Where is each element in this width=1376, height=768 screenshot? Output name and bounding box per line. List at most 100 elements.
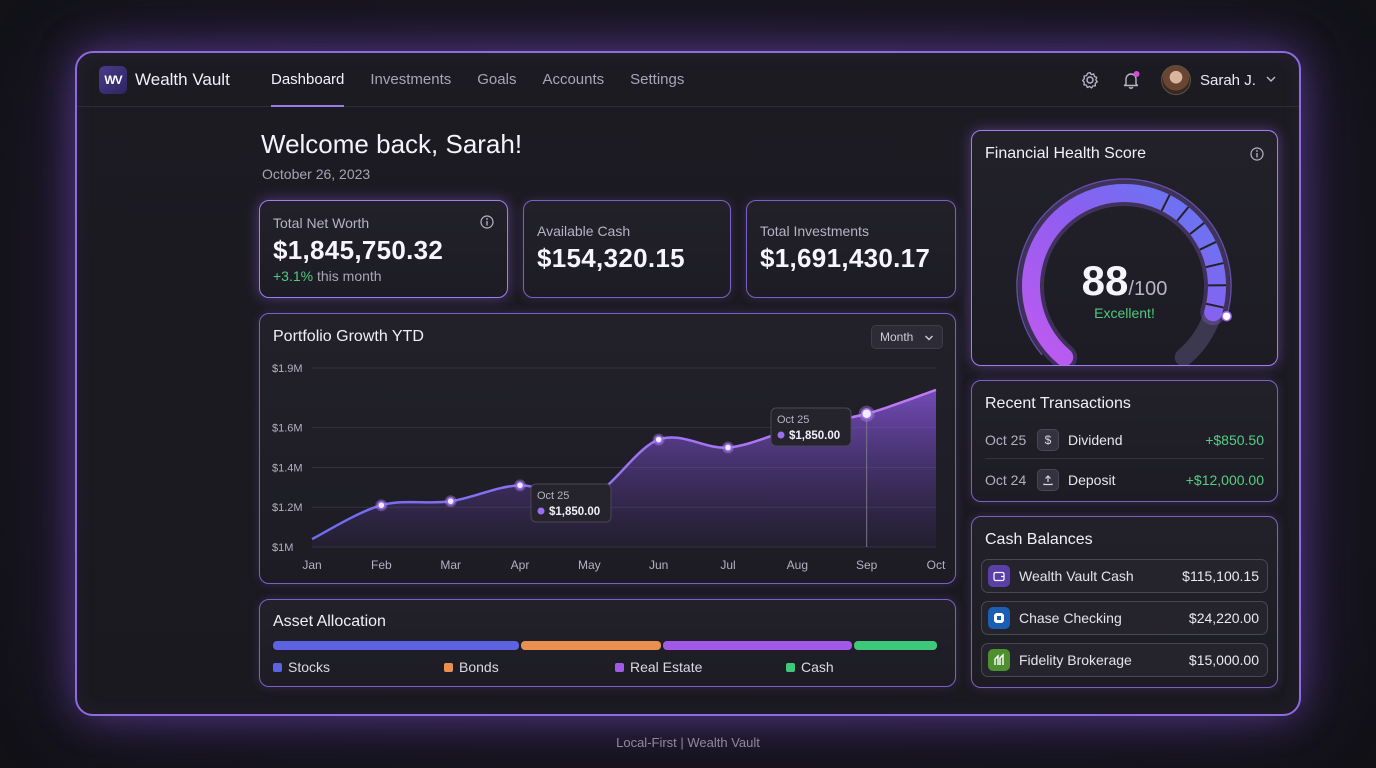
y-tick-label: $1.2M	[272, 502, 303, 514]
chase-logo-icon	[988, 607, 1010, 629]
gauge-tick	[1199, 241, 1217, 251]
avatar[interactable]	[1161, 65, 1191, 95]
tooltip-date: Oct 25	[777, 414, 809, 426]
health-score-status: Excellent!	[1094, 305, 1155, 321]
y-tick-label: $1.9M	[272, 363, 303, 375]
data-point[interactable]	[515, 481, 525, 490]
y-tick-label: $1.6M	[272, 423, 303, 435]
user-name[interactable]: Sarah J.	[1200, 72, 1256, 89]
nav-dashboard[interactable]: Dashboard	[271, 53, 345, 107]
balance-amount: $15,000.00	[1188, 652, 1259, 668]
gauge-tick	[1160, 194, 1171, 212]
total-investments-label: Total Investments	[760, 223, 869, 239]
x-tick-label: Apr	[511, 558, 530, 572]
x-tick-label: Oct	[927, 558, 946, 572]
x-tick-label: Jul	[720, 558, 735, 572]
tooltip-value: $1,850.00	[549, 506, 600, 518]
legend-label: Real Estate	[630, 659, 703, 675]
app-logo[interactable]: WV	[99, 66, 127, 94]
balance-amount: $115,100.15	[1182, 568, 1259, 584]
data-point[interactable]	[377, 500, 386, 510]
allocation-segment-real-estate[interactable]	[662, 641, 853, 650]
total-investments-card[interactable]: Total Investments $1,691,430.17	[746, 200, 956, 298]
gauge-tick	[1205, 302, 1224, 309]
legend-bonds: Bonds	[444, 659, 499, 675]
data-point[interactable]	[654, 435, 663, 444]
nav-accounts[interactable]: Accounts	[542, 71, 605, 88]
app-name: Wealth Vault	[135, 70, 230, 89]
net-worth-label: Total Net Worth	[273, 215, 370, 231]
transaction-name: Deposit	[1068, 472, 1116, 488]
transaction-row[interactable]: Oct 24 Deposit +$12,000.00	[985, 461, 1264, 499]
info-icon[interactable]	[480, 215, 494, 229]
health-score-max: /100	[1128, 278, 1168, 300]
x-tick-label: Jan	[302, 558, 321, 572]
nav-settings[interactable]: Settings	[630, 71, 685, 88]
tooltip-sep: Oct 25 $1,850.00	[770, 407, 852, 447]
allocation-segment-stocks[interactable]	[273, 641, 520, 650]
net-worth-value: $1,845,750.32	[273, 235, 444, 265]
allocation-segment-bonds[interactable]	[521, 641, 661, 650]
fidelity-logo-icon	[988, 649, 1010, 671]
data-point[interactable]	[446, 497, 455, 506]
gauge-tick	[1176, 206, 1190, 222]
asset-allocation-card: Asset Allocation Stocks Bonds Real Estat…	[259, 599, 956, 687]
portfolio-growth-chart[interactable]: $1.9M $1.6M $1.4M $1.2M $1M Jan Feb Mar Apr May Ju…	[260, 314, 955, 583]
cash-swatch	[786, 662, 795, 672]
transaction-date: Oct 25	[985, 431, 1027, 448]
transaction-row[interactable]: Oct 25 $ Dividend +$850.50	[985, 421, 1264, 459]
available-cash-card[interactable]: Available Cash $154,320.15	[523, 200, 731, 298]
legend-real-estate: Real Estate	[615, 659, 702, 675]
x-tick-label: May	[578, 558, 601, 572]
legend-label: Stocks	[288, 659, 331, 675]
wallet-icon	[988, 565, 1010, 587]
chevron-down-icon[interactable]	[1265, 73, 1277, 85]
legend-label: Cash	[801, 659, 834, 675]
tooltip-value: $1,850.00	[789, 430, 840, 442]
data-point[interactable]	[723, 443, 733, 452]
transaction-amount: +$12,000.00	[1185, 472, 1264, 488]
tooltip-date: Oct 25	[537, 490, 569, 502]
financial-health-card: Financial Health Score 88/100 Excellent!	[971, 130, 1278, 366]
transaction-date: Oct 24	[985, 472, 1027, 488]
recent-transactions-title: Recent Transactions	[985, 395, 1131, 412]
gauge-outer-arc	[1016, 178, 1232, 356]
allocation-segment-cash[interactable]	[854, 641, 938, 650]
data-point[interactable]	[860, 407, 873, 420]
bonds-swatch	[444, 662, 453, 672]
bell-icon[interactable]	[1121, 70, 1141, 90]
tooltip-box	[770, 407, 852, 447]
nav-goals[interactable]: Goals	[477, 71, 517, 88]
net-worth-card[interactable]: Total Net Worth $1,845,750.32 +3.1% this…	[259, 200, 508, 298]
transaction-name: Dividend	[1068, 431, 1123, 448]
portfolio-growth-title: Portfolio Growth YTD	[273, 328, 424, 345]
real-estate-swatch	[615, 662, 624, 672]
page-title: Welcome back, Sarah!	[261, 129, 523, 159]
info-icon[interactable]	[1250, 147, 1264, 161]
health-score-gauge	[1016, 178, 1232, 365]
balance-row-wealth-vault[interactable]: Wealth Vault Cash $115,100.15	[981, 559, 1268, 593]
x-tick-label: Feb	[371, 558, 392, 572]
change-percent: +3.1%	[273, 268, 314, 284]
chevron-down-icon	[925, 335, 933, 341]
gauge-marker	[1221, 310, 1232, 322]
gauge-fill	[1022, 184, 1226, 365]
portfolio-growth-card: Portfolio Growth YTD Month $1.9M $1.6M $1.…	[259, 313, 956, 584]
balance-row-fidelity[interactable]: Fidelity Brokerage $15,000.00	[981, 643, 1268, 677]
asset-allocation-title: Asset Allocation	[273, 613, 386, 630]
health-score-readout: 88/100	[972, 257, 1277, 305]
x-tick-label: Mar	[440, 558, 461, 572]
balance-account-name: Wealth Vault Cash	[1019, 568, 1134, 584]
period-dropdown[interactable]: Month	[871, 325, 943, 349]
tooltip-box	[530, 483, 612, 523]
legend-label: Bonds	[459, 659, 499, 675]
nav-investments[interactable]: Investments	[370, 71, 452, 88]
recent-transactions-card: Recent Transactions Oct 25 $ Dividend +$…	[971, 380, 1278, 502]
transaction-amount: +$850.50	[1205, 431, 1264, 448]
net-worth-change: +3.1% this month	[273, 268, 382, 284]
dollar-icon: $	[1037, 428, 1059, 451]
balance-row-chase[interactable]: Chase Checking $24,220.00	[981, 601, 1268, 635]
app-window: WV Wealth Vault Dashboard Investments Go…	[75, 51, 1301, 716]
allocation-bar[interactable]	[273, 641, 944, 650]
gear-icon[interactable]	[1080, 70, 1100, 90]
